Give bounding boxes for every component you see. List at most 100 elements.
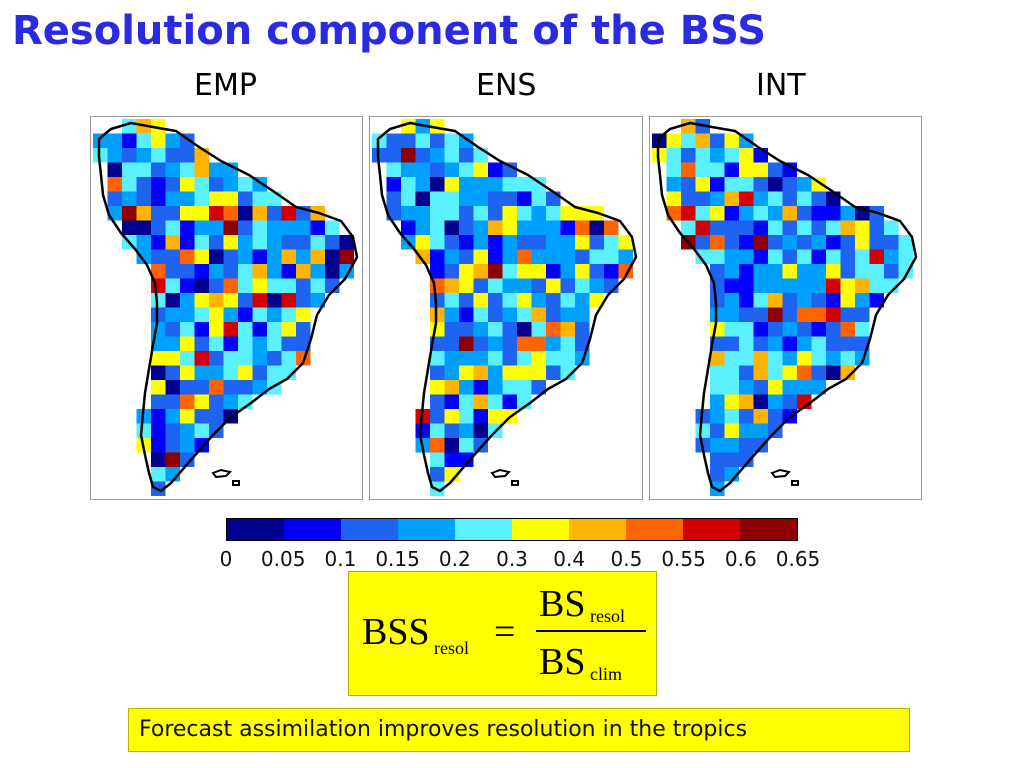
grid-cell — [459, 177, 474, 192]
grid-cell — [151, 293, 166, 308]
grid-cell — [869, 249, 884, 264]
colorbar-segment — [683, 519, 740, 540]
grid-cell — [136, 206, 151, 221]
grid-cell — [430, 206, 445, 221]
grid-cell — [502, 278, 517, 293]
grid-cell — [739, 351, 754, 366]
grid-cell — [797, 336, 812, 351]
grid-cell — [267, 249, 282, 264]
grid-cell — [444, 177, 459, 192]
grid-cell — [811, 191, 826, 206]
grid-cell — [517, 380, 532, 395]
grid-cell — [194, 235, 209, 250]
grid-cell — [223, 191, 238, 206]
grid-cell — [252, 307, 267, 322]
grid-cell — [724, 148, 739, 163]
grid-cell — [194, 409, 209, 424]
grid-cell — [710, 148, 725, 163]
grid-cell — [502, 394, 517, 409]
grid-cell — [710, 351, 725, 366]
grid-cell — [459, 438, 474, 453]
grid-cell — [180, 220, 195, 235]
grid-cell — [826, 293, 841, 308]
colorbar-segment — [740, 519, 797, 540]
grid-cell — [296, 264, 311, 279]
grid-cell — [165, 336, 180, 351]
grid-cell — [753, 278, 768, 293]
grid-cell — [252, 235, 267, 250]
grid-cell — [194, 162, 209, 177]
grid-cell — [122, 177, 137, 192]
grid-cell — [281, 293, 296, 308]
grid-cell — [209, 293, 224, 308]
grid-cell — [782, 162, 797, 177]
grid-cell — [695, 191, 710, 206]
grid-cell — [782, 336, 797, 351]
grid-cell — [710, 467, 725, 482]
formula-denominator-subscript: clim — [590, 664, 622, 684]
grid-cell — [267, 278, 282, 293]
grid-cell — [739, 206, 754, 221]
grid-cell — [531, 365, 546, 380]
grid-cell — [855, 264, 870, 279]
grid-cell — [459, 162, 474, 177]
grid-cell — [180, 148, 195, 163]
grid-cell — [739, 235, 754, 250]
grid-cell — [710, 394, 725, 409]
colorbar-segment — [512, 519, 569, 540]
grid-cell — [122, 220, 137, 235]
grid-cell — [531, 278, 546, 293]
grid-cell — [695, 206, 710, 221]
grid-cell — [444, 365, 459, 380]
grid-cell — [459, 423, 474, 438]
grid-cell — [459, 452, 474, 467]
grid-cell — [165, 162, 180, 177]
grid-cell — [666, 177, 681, 192]
grid-cell — [517, 278, 532, 293]
grid-cell — [753, 191, 768, 206]
grid-cell — [797, 177, 812, 192]
grid-cell — [165, 351, 180, 366]
formula-lhs: BSS — [362, 611, 430, 653]
grid-cell — [502, 264, 517, 279]
grid-cell — [165, 191, 180, 206]
grid-cell — [473, 191, 488, 206]
grid-cell — [488, 162, 503, 177]
grid-cell — [151, 394, 166, 409]
grid-cell — [695, 133, 710, 148]
grid-cell — [194, 293, 209, 308]
grid-cell — [502, 191, 517, 206]
grid-cell — [724, 351, 739, 366]
grid-cell — [797, 307, 812, 322]
grid-cell — [401, 220, 416, 235]
grid-cell — [488, 365, 503, 380]
grid-cell — [136, 249, 151, 264]
grid-cell — [695, 249, 710, 264]
grid-cell — [517, 307, 532, 322]
grid-cell — [739, 394, 754, 409]
grid-cell — [546, 336, 561, 351]
grid-cell — [238, 365, 253, 380]
grid-cell — [488, 322, 503, 337]
coastline — [97, 121, 359, 493]
grid-cell — [165, 409, 180, 424]
grid-cell — [797, 278, 812, 293]
grid-cell — [444, 380, 459, 395]
grid-cell — [753, 365, 768, 380]
grid-cell — [386, 133, 401, 148]
grid-cell — [209, 235, 224, 250]
grid-cell — [869, 278, 884, 293]
grid-cell — [165, 322, 180, 337]
grid-cell — [488, 394, 503, 409]
grid-cell — [194, 220, 209, 235]
grid-cell — [180, 235, 195, 250]
grid-cell — [180, 177, 195, 192]
grid-cell — [136, 191, 151, 206]
grid-cell — [898, 235, 913, 250]
grid-cell — [488, 264, 503, 279]
grid-cell — [194, 191, 209, 206]
grid-cell — [386, 162, 401, 177]
grid-cell — [430, 148, 445, 163]
grid-cell — [782, 249, 797, 264]
grid-cell — [826, 351, 841, 366]
